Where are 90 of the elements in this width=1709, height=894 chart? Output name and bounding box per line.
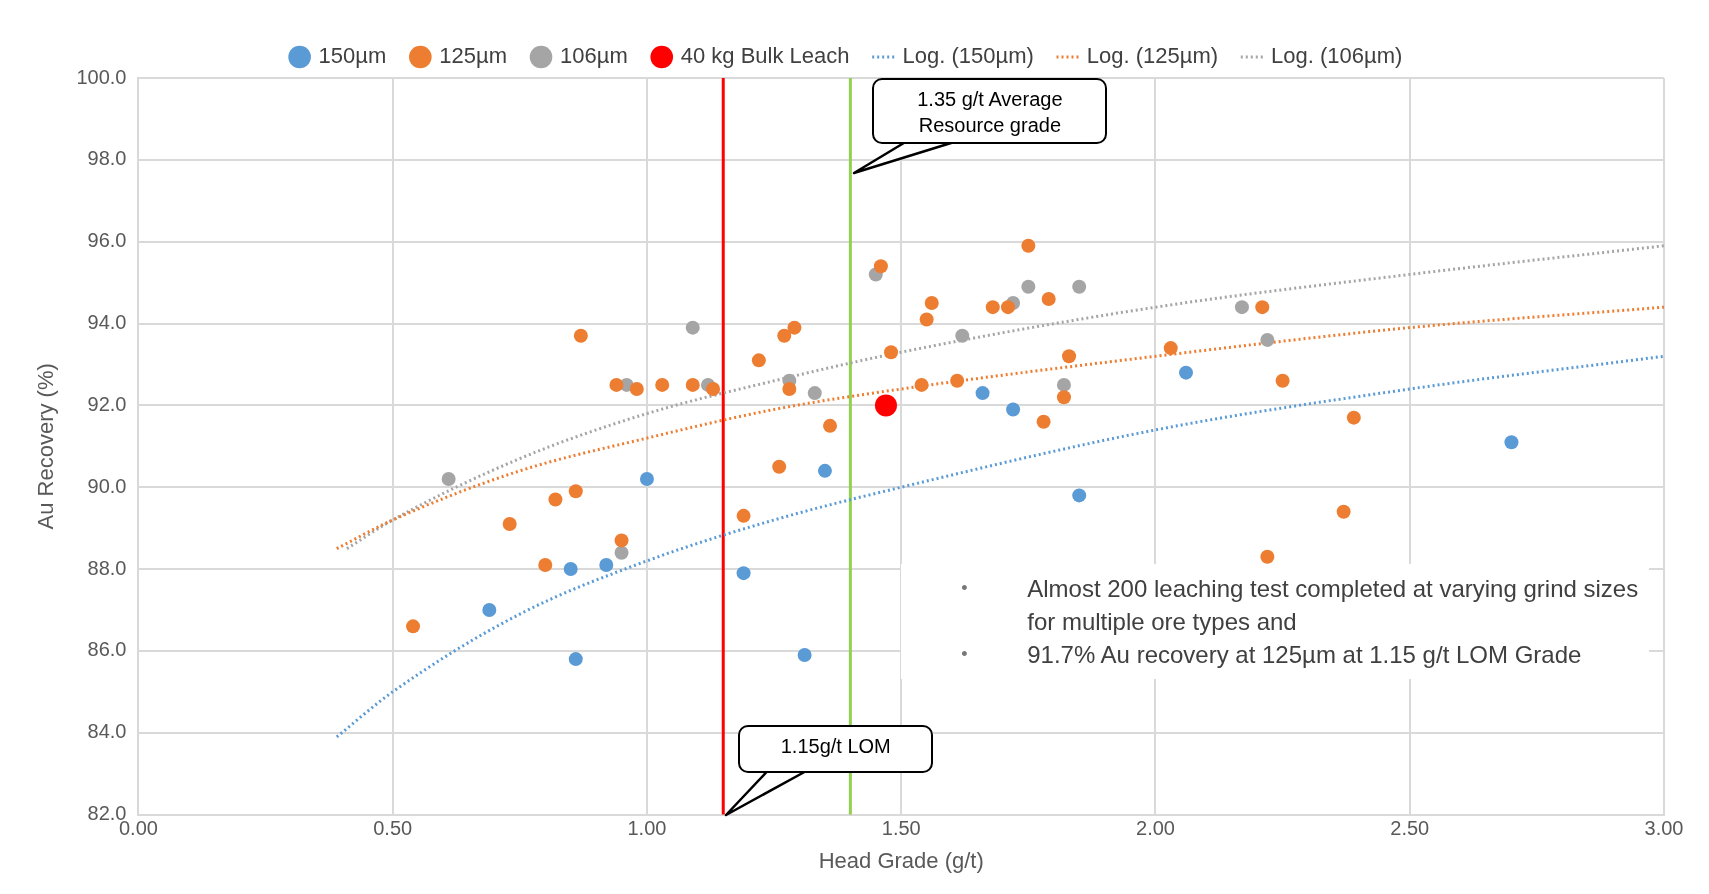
- point: [1036, 414, 1051, 429]
- point: [573, 328, 588, 343]
- point: [1260, 332, 1275, 347]
- point: [1001, 300, 1016, 315]
- x-tick-label: 2.00: [1136, 817, 1175, 840]
- point: [914, 377, 929, 392]
- point: [706, 382, 721, 397]
- point: [985, 300, 1000, 315]
- point: [1062, 349, 1077, 364]
- x-tick-label: 3.00: [1644, 817, 1684, 840]
- point: [1504, 435, 1519, 450]
- point: [406, 619, 421, 634]
- legend-label: Log. (125µm): [1086, 43, 1219, 69]
- y-tick-label: 94.0: [87, 311, 127, 334]
- point: [685, 320, 700, 335]
- point: [1006, 402, 1021, 417]
- point: [614, 545, 629, 560]
- x-tick-label: 1.50: [881, 817, 921, 840]
- point: [1255, 300, 1270, 315]
- point: [1178, 365, 1193, 380]
- point: [736, 566, 751, 581]
- x-tick-label: 0.50: [373, 817, 413, 840]
- legend-label: 106µm: [560, 43, 628, 69]
- point: [538, 557, 553, 572]
- y-tick-label: 92.0: [87, 392, 127, 415]
- point: [685, 377, 700, 392]
- point: [884, 345, 899, 360]
- line-series: [345, 244, 1664, 551]
- legend-label: 125µm: [439, 43, 508, 69]
- point: [563, 562, 578, 577]
- x-tick-label: 2.50: [1390, 817, 1430, 840]
- point: [924, 296, 939, 311]
- legend-label: Log. (150µm): [902, 43, 1034, 69]
- y-tick-label: 88.0: [87, 556, 127, 579]
- legend-label: 150µm: [318, 43, 387, 69]
- y-tick-label: 96.0: [87, 229, 127, 252]
- legend-label: Log. (106µm): [1271, 43, 1403, 69]
- point: [629, 382, 644, 397]
- point: [751, 353, 766, 368]
- line-series: [335, 354, 1664, 739]
- point: [1163, 341, 1178, 356]
- point: [1021, 279, 1036, 294]
- point: [782, 382, 797, 397]
- point: [975, 386, 990, 401]
- point: [797, 648, 812, 662]
- point: [548, 492, 563, 507]
- point: [807, 386, 822, 401]
- x-axis-title: Head Grade (g/t): [818, 847, 984, 873]
- point: [1056, 390, 1071, 405]
- point: [919, 312, 934, 327]
- point: [736, 508, 751, 523]
- point: [599, 557, 614, 572]
- point: [614, 533, 629, 548]
- point: [955, 328, 970, 343]
- point: [1021, 238, 1036, 253]
- y-tick-label: 86.0: [87, 638, 127, 661]
- y-axis-title: Au Recovery (%): [33, 363, 59, 530]
- point: [568, 484, 583, 499]
- point: [639, 472, 654, 487]
- point: [1072, 279, 1087, 294]
- point: [1056, 377, 1071, 392]
- y-tick-label: 98.0: [87, 147, 127, 170]
- line-series: [335, 305, 1664, 551]
- point: [787, 320, 802, 335]
- point: [655, 377, 670, 392]
- point: [1041, 291, 1056, 306]
- point: [502, 517, 517, 532]
- point: [1346, 410, 1361, 425]
- y-tick-label: 100.0: [76, 65, 127, 88]
- point: [950, 373, 965, 388]
- point: [441, 472, 456, 487]
- point: [1336, 504, 1351, 519]
- point: [772, 459, 787, 474]
- point: [482, 602, 497, 617]
- point: [1275, 373, 1290, 388]
- point: [1234, 300, 1249, 315]
- x-tick-label: 1.00: [627, 817, 667, 840]
- point: [823, 418, 838, 433]
- point: [874, 394, 897, 417]
- point: [873, 259, 888, 274]
- point: [568, 652, 583, 667]
- point: [1260, 549, 1275, 564]
- note-panel: • Almost 200 leaching test completed at varying grind sizes for multiple ore types and • 91.7% Au recovery at 125µm at 1.15 g/t LOM Grade: [901, 564, 1649, 680]
- point: [1072, 488, 1087, 503]
- y-tick-label: 90.0: [87, 474, 127, 497]
- point: [777, 328, 792, 343]
- y-tick-label: 84.0: [87, 720, 127, 743]
- legend-label: 40 kg Bulk Leach: [680, 43, 850, 69]
- point: [609, 377, 624, 392]
- point: [817, 463, 832, 478]
